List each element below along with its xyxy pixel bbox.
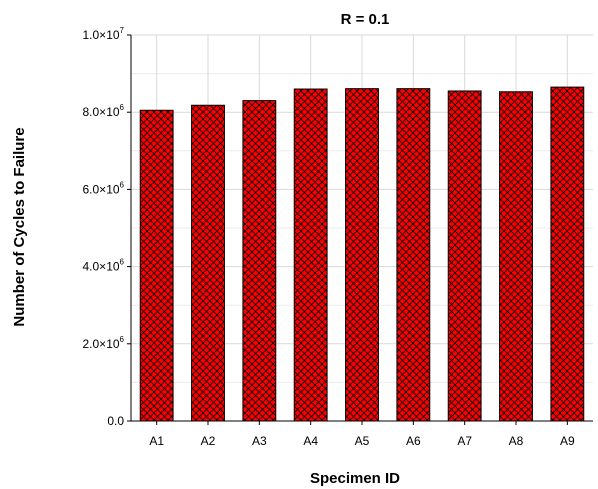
axes bbox=[127, 34, 593, 425]
x-tick-label: A9 bbox=[560, 434, 575, 448]
y-tick-label: 2.0×106 bbox=[83, 335, 125, 351]
bar-a6 bbox=[396, 88, 431, 422]
x-tick-label: A8 bbox=[509, 434, 524, 448]
x-tick-label: A7 bbox=[457, 434, 472, 448]
x-tick-label: A1 bbox=[149, 434, 164, 448]
bar-a4 bbox=[293, 88, 328, 422]
x-tick-label: A4 bbox=[303, 434, 318, 448]
chart-title: R = 0.1 bbox=[341, 11, 390, 28]
y-tick-label: 1.0×107 bbox=[83, 26, 125, 42]
x-tick-label: A6 bbox=[406, 434, 421, 448]
bar-a8 bbox=[499, 91, 533, 422]
bars bbox=[139, 86, 585, 422]
y-tick-label: 4.0×106 bbox=[83, 258, 125, 274]
x-tick-label: A2 bbox=[201, 434, 216, 448]
bar-a3 bbox=[242, 100, 277, 422]
bar-a2 bbox=[191, 104, 225, 422]
bar-a5 bbox=[345, 88, 379, 422]
tick-labels: A1 A2 A3 A4 A5 A6 A7 A8 A9 0.0 2.0×106 4.0×106 6.0×1… bbox=[83, 26, 575, 448]
x-tick-label: A5 bbox=[355, 434, 370, 448]
bar-a9 bbox=[550, 86, 585, 422]
y-tick-label: 6.0×106 bbox=[83, 180, 125, 196]
bar-a1 bbox=[139, 109, 174, 422]
y-axis-label: Number of Cycles to Failure bbox=[11, 127, 28, 326]
y-tick-label: 0.0 bbox=[107, 414, 124, 428]
x-axis-label: Specimen ID bbox=[310, 470, 400, 487]
y-tick-label: 8.0×106 bbox=[83, 103, 125, 119]
x-tick-label: A3 bbox=[252, 434, 267, 448]
bar-a7 bbox=[447, 90, 482, 422]
